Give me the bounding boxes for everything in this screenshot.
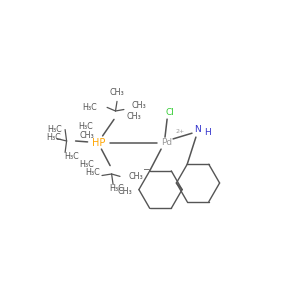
- Text: H₃C: H₃C: [79, 122, 93, 131]
- Text: H₃C: H₃C: [46, 134, 61, 142]
- Text: CH₃: CH₃: [110, 88, 124, 97]
- Text: N: N: [194, 125, 201, 134]
- Text: CH₃: CH₃: [127, 112, 142, 121]
- Text: HP: HP: [92, 137, 106, 148]
- Text: H: H: [205, 128, 211, 137]
- Text: −: −: [142, 164, 150, 173]
- Text: H₃C: H₃C: [82, 103, 97, 112]
- Text: CH₃: CH₃: [128, 172, 143, 181]
- Text: H₃C: H₃C: [47, 125, 62, 134]
- Text: H₃C: H₃C: [85, 168, 100, 177]
- Text: H₃C: H₃C: [109, 184, 124, 193]
- Text: Pd: Pd: [161, 138, 172, 147]
- Text: CH₃: CH₃: [118, 187, 132, 196]
- Text: Cl: Cl: [165, 108, 174, 117]
- Text: 2+: 2+: [176, 129, 185, 134]
- Text: CH₃: CH₃: [79, 131, 94, 140]
- Text: H₃C: H₃C: [80, 160, 94, 169]
- Text: H₃C: H₃C: [64, 152, 79, 161]
- Text: CH₃: CH₃: [132, 101, 147, 110]
